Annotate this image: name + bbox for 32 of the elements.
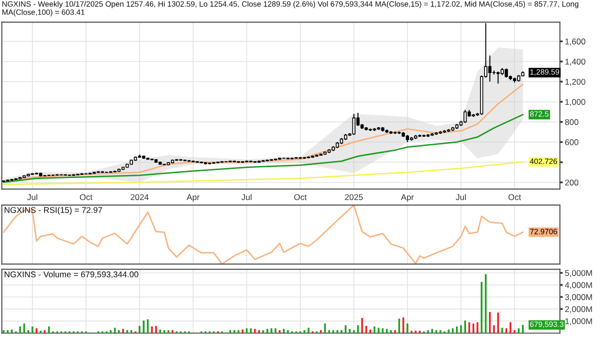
chart-title: NGXINS - Volume = 679,593,344.00	[4, 271, 138, 278]
y-tick-label: 2,000M	[565, 306, 592, 314]
y-tick-label: 1,000	[565, 98, 586, 106]
y-tick-label: 200	[565, 180, 578, 186]
x-tick-label: Oct	[508, 194, 521, 200]
x-tick-label: Oct	[294, 194, 307, 200]
x-tick-label: Jul	[456, 194, 466, 200]
candlestick	[488, 54, 492, 82]
x-tick-label: Apr	[400, 194, 414, 202]
x-tick-label: Jul	[242, 194, 252, 200]
y-tick-label: 800	[565, 119, 578, 126]
x-tick-label: 2024	[130, 194, 149, 200]
y-tick-label: 1,000M	[565, 318, 592, 326]
x-tick-label: 2025	[345, 194, 363, 200]
candlestick	[352, 113, 356, 136]
y-tick-label: 600	[565, 139, 578, 146]
line-series	[2, 84, 524, 182]
y-tick-label: 1,400	[565, 58, 586, 66]
candlestick	[496, 71, 500, 84]
y-tick-label: 5,000M	[565, 270, 592, 277]
chart-title: NGXINS - RSI(15) = 72.97	[4, 206, 102, 215]
y-tick-label: 3,000M	[565, 294, 592, 302]
y-tick-label: 4,000M	[564, 282, 592, 290]
candlestick	[504, 68, 508, 78]
x-tick-label: Apr	[186, 194, 200, 202]
y-tick-label: 1,600	[565, 38, 586, 46]
y-tick-label: 1,200	[565, 78, 586, 86]
candlestick	[464, 109, 467, 124]
x-tick-label: Oct	[80, 194, 92, 200]
x-tick-label: Jul	[27, 194, 38, 200]
line-series	[2, 114, 524, 184]
line-series	[2, 161, 524, 186]
